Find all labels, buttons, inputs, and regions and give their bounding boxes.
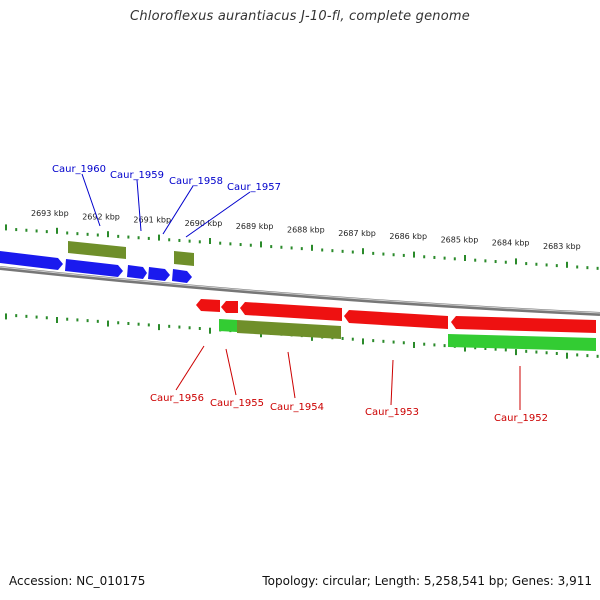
- gene-arrow-blue[interactable]: [0, 251, 63, 270]
- ruler-label: 2685 kbp: [441, 235, 479, 244]
- ruler-label: 2693 kbp: [31, 209, 69, 218]
- accession-text: Accession: NC_010175: [9, 574, 146, 588]
- ruler-label: 2689 kbp: [236, 222, 274, 231]
- gene-label-caur-1953[interactable]: Caur_1953: [365, 407, 419, 418]
- callout-line: [287, 351, 296, 399]
- ruler-label: 2683 kbp: [543, 242, 581, 251]
- callout-line: [225, 348, 237, 396]
- ruler-label: 2688 kbp: [287, 226, 325, 235]
- ruler-label: 2687 kbp: [338, 229, 376, 238]
- callout-line: [175, 345, 205, 391]
- gene-bar-olive[interactable]: [174, 251, 194, 266]
- gene-bar-olive[interactable]: [237, 320, 341, 339]
- gene-label-caur-1954[interactable]: Caur_1954: [270, 402, 324, 413]
- gene-bar-green[interactable]: [219, 319, 237, 332]
- gene-label-caur-1955[interactable]: Caur_1955: [210, 398, 264, 409]
- gene-bar-green[interactable]: [448, 334, 596, 351]
- gene-bar-olive[interactable]: [68, 241, 126, 259]
- gene-arrow-blue[interactable]: [65, 259, 123, 277]
- ruler-label: 2691 kbp: [133, 216, 171, 225]
- gene-arrow-red[interactable]: [344, 310, 448, 329]
- gene-arrow-blue[interactable]: [172, 269, 192, 283]
- gene-label-caur-1960[interactable]: Caur_1960: [52, 164, 106, 175]
- gene-label-caur-1959[interactable]: Caur_1959: [110, 170, 164, 181]
- callout-line: [136, 179, 142, 232]
- callout-line: [185, 191, 251, 238]
- ruler-label: 2690 kbp: [185, 219, 223, 228]
- outer-tick-track: [5, 224, 599, 270]
- gene-arrow-red[interactable]: [221, 301, 238, 313]
- gene-arrow-blue[interactable]: [127, 265, 147, 279]
- ruler-label: 2684 kbp: [492, 239, 530, 248]
- gene-arrow-blue[interactable]: [148, 267, 170, 281]
- gene-label-caur-1956[interactable]: Caur_1956: [150, 393, 204, 404]
- gene-group: [0, 241, 596, 351]
- gene-label-caur-1952[interactable]: Caur_1952: [494, 413, 548, 424]
- callout-line: [162, 185, 194, 235]
- callout-line: [390, 359, 394, 406]
- gene-arrow-red[interactable]: [196, 299, 220, 312]
- gene-callout-group: Caur_1960 Caur_1959 Caur_1958 Caur_1957 …: [52, 164, 548, 424]
- gene-arrow-red[interactable]: [451, 316, 596, 333]
- gene-label-caur-1958[interactable]: Caur_1958: [169, 176, 223, 187]
- gene-arrow-red[interactable]: [240, 302, 342, 321]
- gene-label-caur-1957[interactable]: Caur_1957: [227, 182, 281, 193]
- genome-backbone: [0, 266, 600, 316]
- map-title: Chloroflexus aurantiacus J-10-fl, comple…: [130, 9, 470, 24]
- ruler-label: 2686 kbp: [389, 232, 427, 241]
- genome-backbone-highlight: [0, 266, 600, 314]
- ruler-label: 2692 kbp: [82, 212, 120, 221]
- callout-line: [81, 173, 101, 227]
- topology-text: Topology: circular; Length: 5,258,541 bp…: [262, 574, 592, 588]
- ruler-label-group: 2693 kbp 2692 kbp 2691 kbp 2690 kbp 2689 kbp…: [31, 209, 581, 251]
